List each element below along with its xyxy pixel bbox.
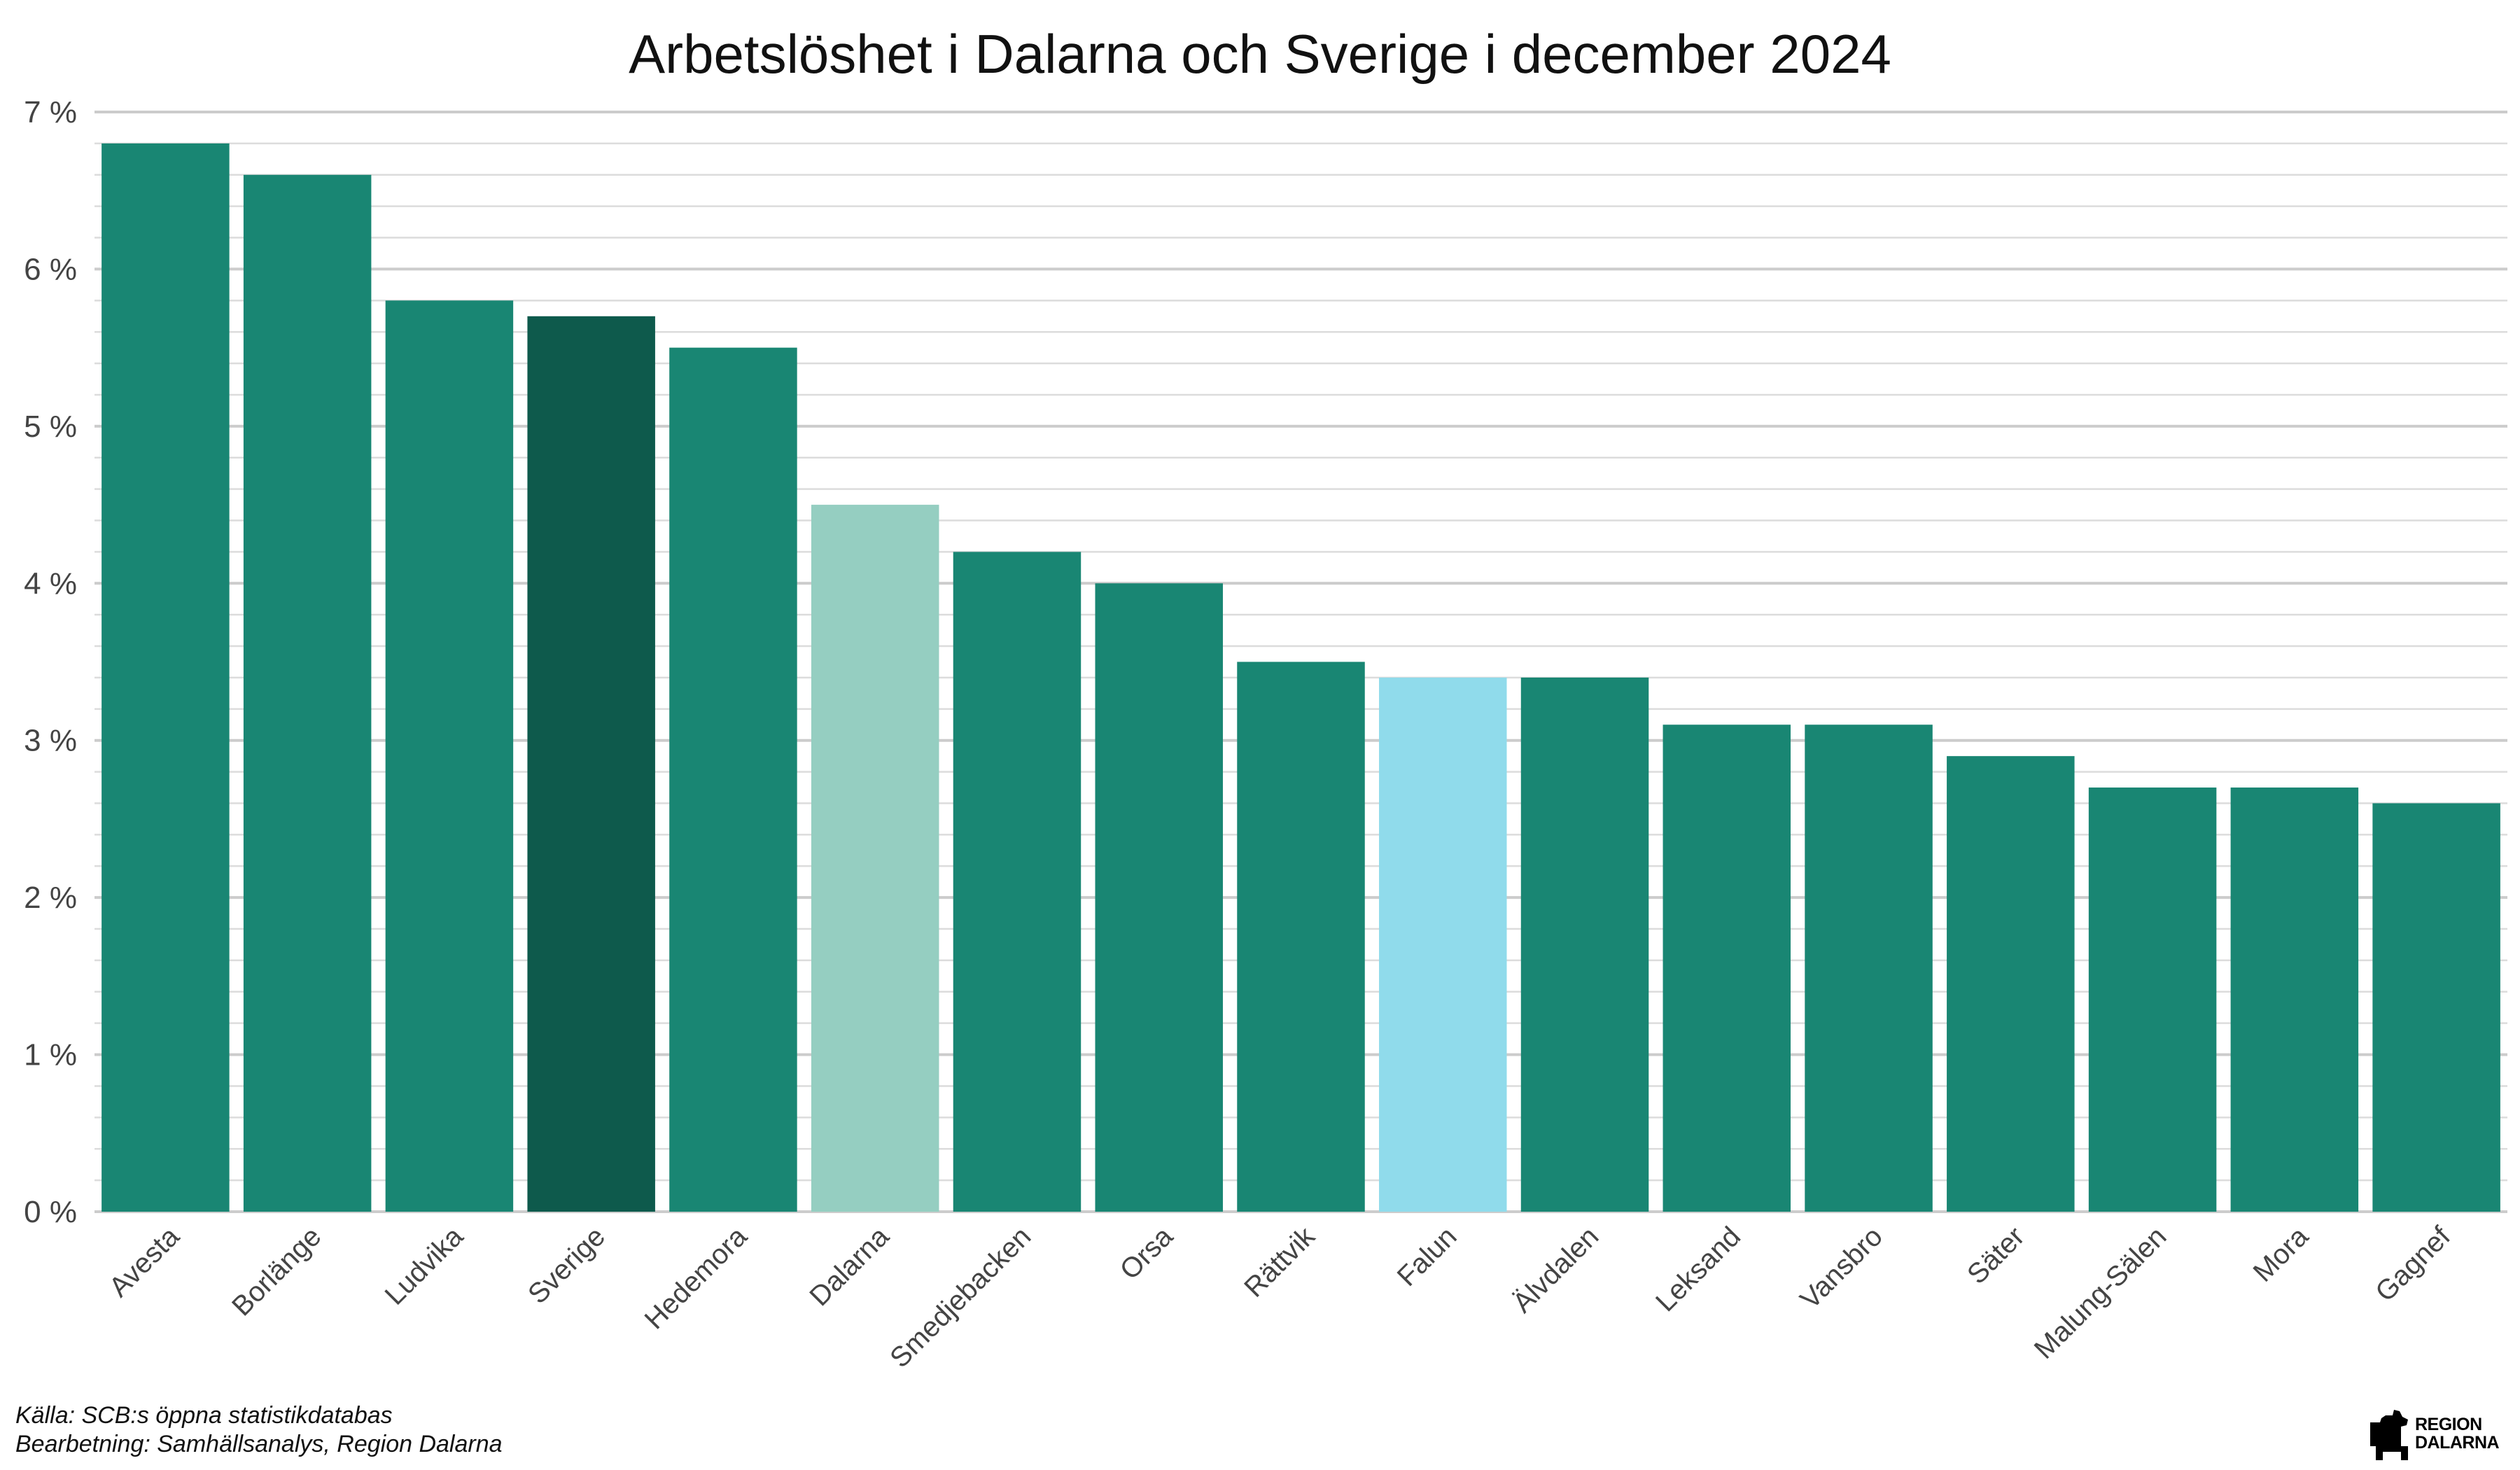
logo-line-2: DALARNA xyxy=(2415,1433,2500,1452)
x-tick-label: Rättvik xyxy=(1238,1221,1321,1303)
dala-horse-icon xyxy=(2370,1410,2408,1460)
y-tick-label: 5 % xyxy=(24,410,77,444)
x-tick-label: Avesta xyxy=(104,1221,186,1303)
x-tick-label: Vansbro xyxy=(1795,1221,1889,1315)
x-tick-label: Dalarna xyxy=(804,1221,895,1312)
y-tick-label: 0 % xyxy=(24,1195,77,1229)
y-tick-label: 1 % xyxy=(24,1038,77,1072)
bar-orsa xyxy=(1095,583,1223,1212)
processing-note: Bearbetning: Samhällsanalys, Region Dala… xyxy=(15,1431,503,1457)
bar-ludvika xyxy=(385,300,514,1212)
logo-line-1: REGION xyxy=(2415,1415,2482,1434)
x-tick-label: Hedemora xyxy=(639,1221,754,1336)
y-axis: 0 % 1 % 2 % 3 % 4 % 5 % 6 % 7 % xyxy=(24,95,77,1229)
region-dalarna-logo: REGION DALARNA xyxy=(2365,1407,2505,1463)
bar-falun xyxy=(1379,677,1507,1212)
y-tick-label: 3 % xyxy=(24,724,77,758)
x-tick-label: Mora xyxy=(2248,1221,2315,1288)
y-tick-label: 4 % xyxy=(24,566,77,601)
bar-dalarna xyxy=(811,505,939,1212)
bar-avesta xyxy=(102,143,230,1212)
bar-gagnef xyxy=(2372,803,2500,1212)
x-tick-label: Orsa xyxy=(1114,1221,1180,1286)
x-tick-label: Gagnef xyxy=(2370,1221,2457,1308)
y-tick-label: 2 % xyxy=(24,881,77,915)
chart-title: Arbetslöshet i Dalarna och Sverige i dec… xyxy=(629,23,1891,85)
bar-borlänge xyxy=(243,174,372,1212)
x-tick-label: Älvdalen xyxy=(1507,1221,1605,1319)
x-tick-label: Falun xyxy=(1392,1221,1463,1292)
y-tick-label: 6 % xyxy=(24,252,77,286)
bar-rättvik xyxy=(1237,662,1365,1212)
bar-säter xyxy=(1947,756,2075,1212)
x-tick-label: Sverige xyxy=(522,1221,611,1310)
logo-text: REGION DALARNA xyxy=(2415,1415,2500,1452)
chart-footer: Källa: SCB:s öppna statistikdatabas Bear… xyxy=(15,1401,503,1459)
bar-mora xyxy=(2230,788,2359,1212)
bar-sverige xyxy=(527,316,655,1212)
x-tick-label: Ludvika xyxy=(379,1221,470,1311)
x-tick-label: Malung-Sälen xyxy=(2029,1221,2173,1365)
bar-älvdalen xyxy=(1520,677,1649,1212)
x-tick-label: Säter xyxy=(1961,1221,2031,1290)
x-tick-label: Leksand xyxy=(1650,1221,1746,1317)
bar-vansbro xyxy=(1805,724,1933,1212)
bar-malung-sälen xyxy=(2088,788,2217,1212)
bar-hedemora xyxy=(669,347,797,1212)
bar-smedjebacken xyxy=(953,552,1082,1212)
source-note: Källa: SCB:s öppna statistikdatabas xyxy=(15,1402,393,1429)
x-tick-label: Smedjebacken xyxy=(884,1221,1037,1373)
bar-leksand xyxy=(1662,724,1791,1212)
x-tick-label: Borlänge xyxy=(226,1221,327,1322)
y-tick-label: 7 % xyxy=(24,95,77,130)
x-axis: Avesta Borlänge Ludvika Sverige Hedemora Dala… xyxy=(104,1221,2457,1374)
bars xyxy=(102,143,2500,1212)
